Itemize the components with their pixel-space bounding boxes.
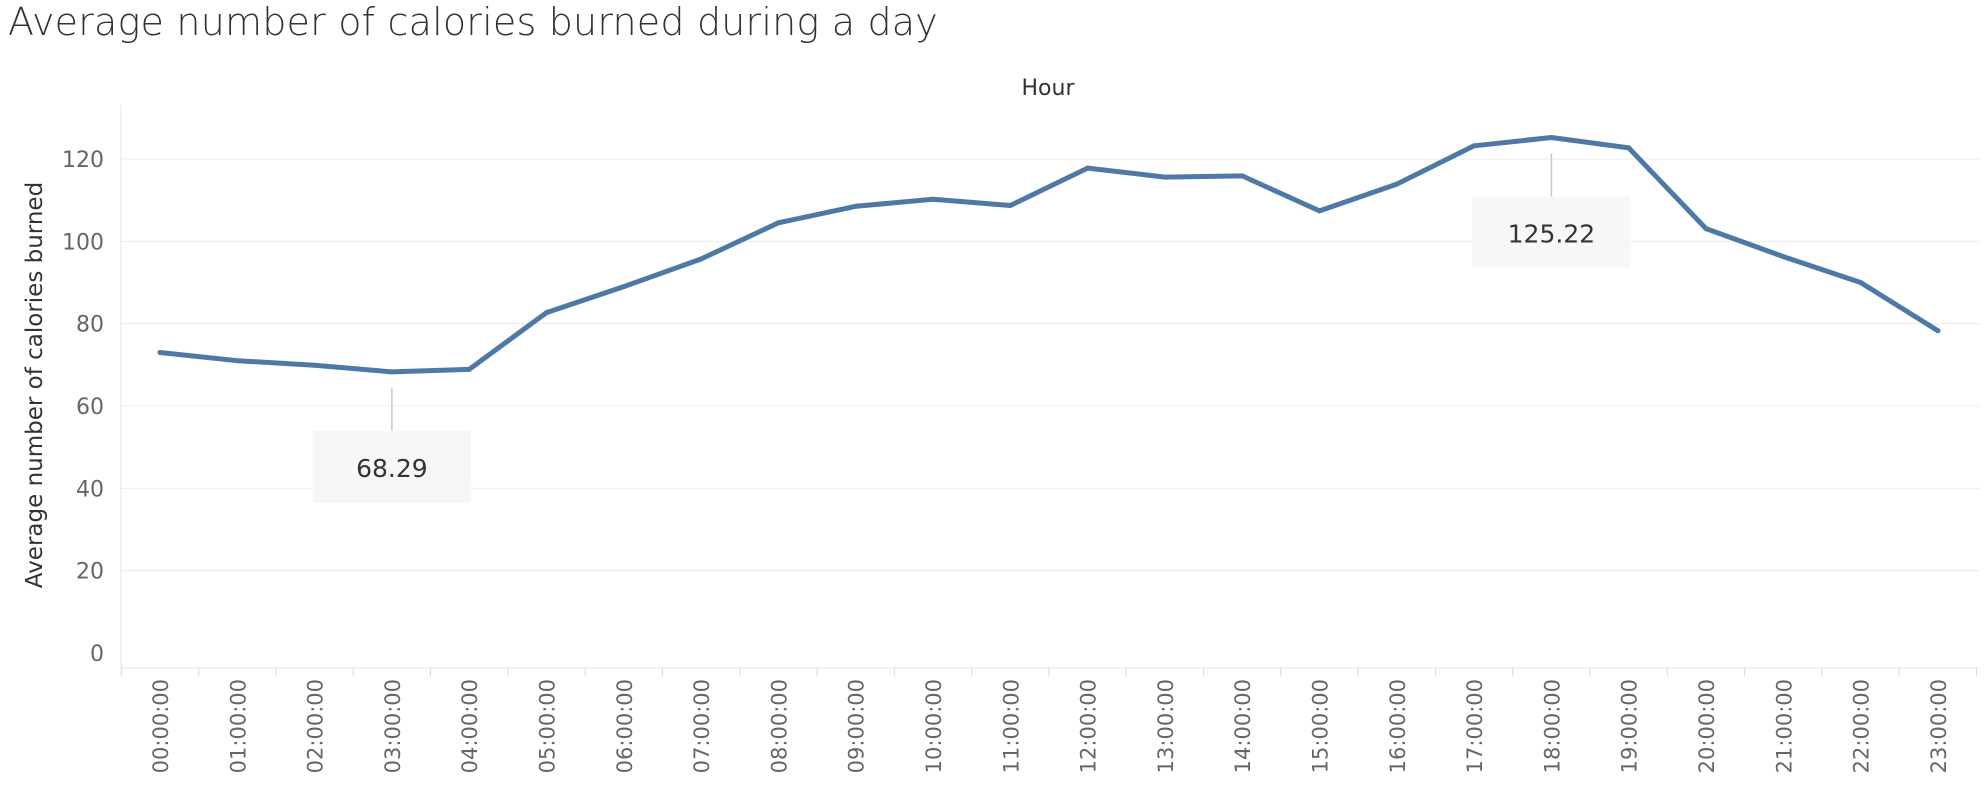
data-point xyxy=(1935,328,1941,334)
x-tick-label: 14:00:00 xyxy=(1231,679,1255,773)
data-point xyxy=(621,284,627,290)
data-point xyxy=(775,220,781,226)
x-tick-label: 02:00:00 xyxy=(304,679,328,773)
data-point xyxy=(544,310,549,316)
data-point xyxy=(698,256,704,262)
annotations: 68.29 125.22 xyxy=(312,153,1631,503)
x-tick-label: 08:00:00 xyxy=(767,679,791,773)
y-tick-label: 100 xyxy=(62,230,104,255)
chart-title: Average number of calories burned during… xyxy=(8,0,938,44)
annotation-box xyxy=(1472,196,1631,269)
x-tick-label: 17:00:00 xyxy=(1463,679,1487,773)
x-tick-label: 04:00:00 xyxy=(458,679,482,773)
data-point xyxy=(234,358,240,364)
y-tick-label: 0 xyxy=(90,642,104,667)
data-point xyxy=(853,203,859,209)
data-point xyxy=(1780,254,1786,260)
data-point xyxy=(1085,165,1091,171)
x-tick-label: 00:00:00 xyxy=(149,679,173,773)
axes xyxy=(120,105,1980,669)
x-tick-label: 03:00:00 xyxy=(381,679,405,773)
data-point xyxy=(466,366,472,372)
data-point xyxy=(389,369,395,375)
y-axis-ticks: 0 20 40 60 80 100 120 xyxy=(62,148,104,667)
data-point xyxy=(1703,226,1709,232)
data-point xyxy=(930,196,936,202)
data-point xyxy=(1317,208,1322,214)
x-tick-label: 11:00:00 xyxy=(999,679,1023,773)
x-tick-label: 21:00:00 xyxy=(1772,679,1796,773)
y-axis-label: Average number of calories burned xyxy=(22,182,48,588)
x-tick-label: 13:00:00 xyxy=(1154,679,1178,773)
series-line xyxy=(157,135,1941,375)
x-tick-label: 06:00:00 xyxy=(613,679,637,773)
data-point xyxy=(312,362,318,368)
data-point xyxy=(1548,135,1554,140)
data-point xyxy=(1162,174,1168,180)
data-point xyxy=(1007,203,1013,208)
y-tick-label: 120 xyxy=(62,148,104,173)
data-point xyxy=(1858,280,1864,285)
data-point xyxy=(157,350,163,355)
x-tick-label: 18:00:00 xyxy=(1540,679,1564,773)
annotation-label: 125.22 xyxy=(1508,220,1595,249)
x-tick-label: 15:00:00 xyxy=(1309,679,1333,773)
y-tick-label: 40 xyxy=(76,477,104,502)
x-tick-label: 12:00:00 xyxy=(1077,679,1101,773)
data-point xyxy=(1471,143,1477,149)
x-tick-label: 16:00:00 xyxy=(1386,679,1410,773)
data-point xyxy=(1239,173,1245,179)
data-point xyxy=(1626,145,1632,151)
series-layer xyxy=(157,135,1941,375)
x-tick-label: 22:00:00 xyxy=(1850,679,1874,773)
y-tick-label: 80 xyxy=(76,313,104,338)
x-tick-label: 23:00:00 xyxy=(1927,679,1951,773)
y-tick-label: 20 xyxy=(76,560,104,585)
annotation-box xyxy=(312,430,471,503)
x-tick-label: 10:00:00 xyxy=(922,679,946,773)
x-tick-label: 01:00:00 xyxy=(226,679,250,773)
x-axis-label: Hour xyxy=(1022,76,1076,101)
x-tick-label: 07:00:00 xyxy=(690,679,714,773)
x-tick-label: 05:00:00 xyxy=(536,679,560,773)
y-tick-label: 60 xyxy=(76,395,104,420)
annotation-label: 68.29 xyxy=(356,454,428,483)
x-tick-label: 19:00:00 xyxy=(1618,679,1642,773)
data-point xyxy=(1394,181,1400,187)
x-tick-label: 20:00:00 xyxy=(1695,679,1719,773)
x-axis-ticks: 00:00:00 01:00:00 02:00:00 03:00:00 04:00:00… xyxy=(120,668,1978,773)
x-tick-label: 09:00:00 xyxy=(845,679,869,773)
